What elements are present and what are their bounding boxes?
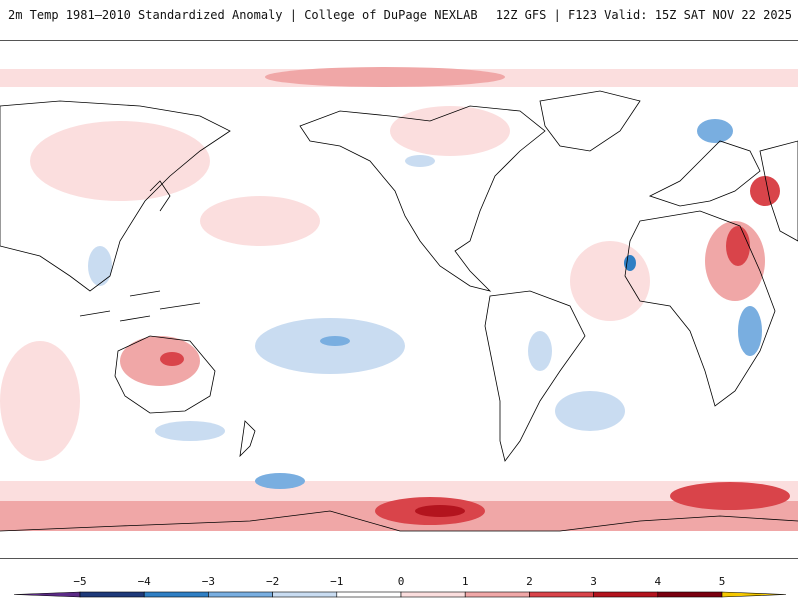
colorbar-segment — [13, 591, 81, 598]
antarctic-pale-band — [0, 481, 798, 501]
north-america-outline — [299, 105, 546, 292]
southeast-asia-cool — [88, 246, 112, 286]
indonesia-islands — [79, 290, 201, 322]
colorbar-tick-label: −4 — [138, 575, 152, 588]
map-title: 2m Temp 1981–2010 Standardized Anomaly |… — [8, 8, 478, 22]
colorbar-segment — [336, 591, 402, 598]
colorbar-tick-label: −1 — [330, 575, 343, 588]
southern-ocean-cool-2 — [555, 391, 625, 431]
colorbar-tick-label: 4 — [654, 575, 661, 588]
colorbar-tick-label: −2 — [266, 575, 279, 588]
southern-ocean-cool-3 — [255, 473, 305, 489]
asia-outline — [0, 100, 231, 292]
south-pacific-cool — [255, 318, 405, 374]
africa-hot — [726, 226, 750, 266]
japan-outline — [149, 180, 171, 212]
pacific-warm-blotch — [200, 196, 320, 246]
east-africa-cool — [738, 306, 762, 356]
colorbar-segment — [593, 591, 659, 598]
west-africa-cool — [624, 255, 636, 271]
map-panel — [0, 40, 798, 559]
colorbar-labels: −5 −4 −3 −2 −1 0 1 2 3 4 5 — [73, 575, 725, 588]
new-zealand-outline — [239, 420, 256, 458]
colorbar-tick-label: 0 — [398, 575, 405, 588]
colorbar-segment — [529, 591, 594, 598]
asia-east-outline — [759, 140, 798, 242]
colorbar-legend: −5 −4 −3 −2 −1 0 1 2 3 4 5 — [13, 575, 787, 598]
southern-ocean-cool-1 — [155, 421, 225, 441]
south-america-cool — [528, 331, 552, 371]
colorbar-tick-label: −3 — [202, 575, 215, 588]
anomaly-shading — [0, 67, 798, 531]
colorbar-segment — [464, 591, 530, 598]
model-run-info: 12Z GFS | F123 Valid: 15Z SAT NOV 22 202… — [495, 8, 792, 22]
south-america-outline — [484, 290, 586, 462]
header: 2m Temp 1981–2010 Standardized Anomaly |… — [0, 0, 800, 30]
australia-warm — [120, 336, 200, 386]
asia-warm-blotch — [30, 121, 210, 201]
europe-cool — [697, 119, 733, 143]
colorbar-tick-label: 1 — [462, 575, 469, 588]
australia-outline — [114, 335, 216, 414]
arctic-warm-patch — [265, 67, 505, 87]
colorbar-tick-label: 2 — [526, 575, 533, 588]
colorbar-segment — [272, 591, 338, 598]
australia-hot — [160, 352, 184, 366]
antarctic-east-hot — [670, 482, 790, 510]
canada-cool — [405, 155, 435, 167]
anomaly-map — [0, 67, 798, 532]
canada-warm-blotch — [390, 106, 510, 156]
indian-ocean-warm — [0, 341, 80, 461]
colorbar-segment — [721, 591, 787, 598]
caucasus-hot — [750, 176, 780, 206]
coastlines — [0, 90, 798, 532]
greenland-outline — [539, 90, 641, 152]
south-pacific-cool-core — [320, 336, 350, 346]
antarctica-outline — [0, 510, 798, 532]
colorbar-tick-label: 3 — [590, 575, 597, 588]
antarctic-hot-core — [415, 505, 465, 517]
atlantic-warm-blotch — [570, 241, 650, 321]
colorbar-tick-label: −5 — [73, 575, 86, 588]
colorbar-segment — [208, 591, 273, 598]
colorbar-segment — [143, 591, 209, 598]
colorbar-segments — [13, 591, 787, 598]
colorbar-tick-label: 5 — [719, 575, 726, 588]
colorbar-segment — [79, 591, 145, 598]
colorbar-segment — [657, 591, 723, 598]
africa-outline — [624, 210, 776, 407]
europe-outline — [648, 140, 761, 207]
colorbar-segment — [400, 591, 466, 598]
